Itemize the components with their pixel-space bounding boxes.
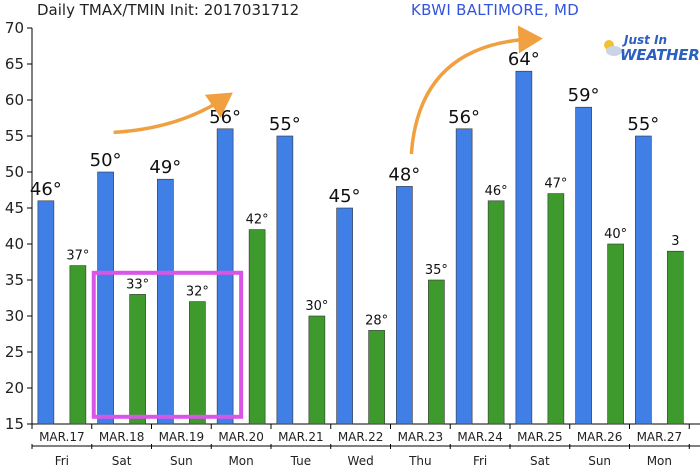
tmin-value-label: 30° [305, 299, 328, 314]
x-category-label: MAR.26 [577, 430, 623, 444]
tmax-value-label: 56° [448, 107, 480, 128]
logo-line-1: Just In [624, 33, 668, 47]
tmax-value-label: 46° [30, 179, 62, 200]
tmin-bar [69, 265, 87, 425]
tmax-bar [396, 186, 413, 425]
x-category-label: MAR.22 [338, 430, 384, 444]
x-day-label: Sun [170, 454, 193, 468]
x-day-label: Mon [228, 454, 253, 468]
tmin-bar [368, 330, 385, 425]
tmin-value-label: 46° [485, 184, 508, 199]
tmax-bar [37, 200, 55, 425]
tmax-bar [635, 135, 652, 425]
tmin-value-label: 33° [126, 277, 149, 292]
tmin-bar [487, 200, 505, 425]
x-category-label: MAR.24 [457, 430, 503, 444]
tmin-value-label: 28° [365, 313, 388, 328]
tmin-bar [129, 294, 146, 425]
tmin-bar [428, 279, 445, 425]
x-day-label: Mon [647, 454, 672, 468]
tmax-value-label: 45° [329, 186, 361, 207]
tmin-bar [547, 193, 565, 425]
x-day-label: Sat [530, 454, 550, 468]
x-category-label: MAR.27 [637, 430, 683, 444]
tmax-value-label: 50° [90, 150, 122, 171]
tmax-value-label: 48° [388, 164, 420, 185]
tmax-bar [157, 178, 174, 425]
x-day-label: Tue [290, 454, 312, 468]
y-tick-label: 40 [5, 235, 24, 253]
tmin-bar [189, 301, 206, 425]
x-day-label: Fri [55, 454, 69, 468]
y-tick-label: 30 [5, 307, 24, 325]
tmax-bar [575, 106, 592, 425]
y-tick-label: 15 [5, 415, 24, 433]
trend-arrow [113, 92, 233, 135]
highlight-box [91, 270, 244, 419]
tmin-value-label: 3 [671, 234, 679, 249]
tmax-value-label: 55° [269, 114, 301, 135]
y-tick-label: 45 [5, 199, 24, 217]
y-tick-label: 25 [5, 343, 24, 361]
x-category-label: MAR.25 [517, 430, 563, 444]
tmin-value-label: 37° [66, 249, 89, 264]
x-category-label: MAR.21 [278, 430, 324, 444]
tmax-value-label: 64° [508, 49, 540, 70]
x-category-label: MAR.17 [39, 430, 85, 444]
y-tick-label: 20 [5, 379, 24, 397]
tmax-value-label: 59° [568, 85, 600, 106]
y-tick-label: 55 [5, 127, 24, 145]
y-tick-label: 70 [5, 19, 24, 37]
tmin-bar [607, 243, 624, 425]
tmin-value-label: 32° [186, 285, 209, 300]
tmax-bar [97, 171, 114, 425]
sun-cloud-icon [604, 40, 622, 56]
tmin-value-label: 47° [544, 177, 567, 192]
tmax-bar [336, 207, 353, 425]
tmax-bar [216, 128, 234, 425]
station-name: KBWI BALTIMORE, MD [411, 1, 580, 19]
tmax-value-label: 49° [149, 157, 181, 178]
x-day-label: Sat [112, 454, 132, 468]
tmax-value-label: 56° [209, 107, 241, 128]
chart-title: Daily TMAX/TMIN Init: 2017031712 [37, 1, 300, 19]
x-day-label: Thu [408, 454, 432, 468]
tmin-value-label: 40° [604, 227, 627, 242]
y-tick-label: 65 [5, 55, 24, 73]
trend-arrow [409, 25, 543, 155]
tmax-bar [455, 128, 473, 425]
y-tick-label: 60 [5, 91, 24, 109]
x-category-label: MAR.18 [99, 430, 145, 444]
logo-line-2: WEATHER [620, 46, 700, 64]
x-day-label: Wed [348, 454, 374, 468]
tmin-value-label: 35° [425, 263, 448, 278]
tmin-bar [308, 315, 326, 425]
tmax-bar [276, 135, 294, 425]
tmax-value-label: 55° [627, 114, 659, 135]
tmin-bar [667, 250, 684, 425]
tmax-bar [515, 70, 533, 425]
y-tick-label: 35 [5, 271, 24, 289]
x-category-label: MAR.19 [159, 430, 205, 444]
x-category-label: MAR.20 [218, 430, 264, 444]
tmin-value-label: 42° [246, 213, 269, 228]
x-day-label: Fri [473, 454, 487, 468]
tmin-bar [248, 229, 266, 425]
x-day-label: Sun [588, 454, 611, 468]
x-category-label: MAR.23 [398, 430, 444, 444]
just-in-weather-logo: Just In WEATHER [598, 33, 700, 69]
y-tick-label: 50 [5, 163, 24, 181]
